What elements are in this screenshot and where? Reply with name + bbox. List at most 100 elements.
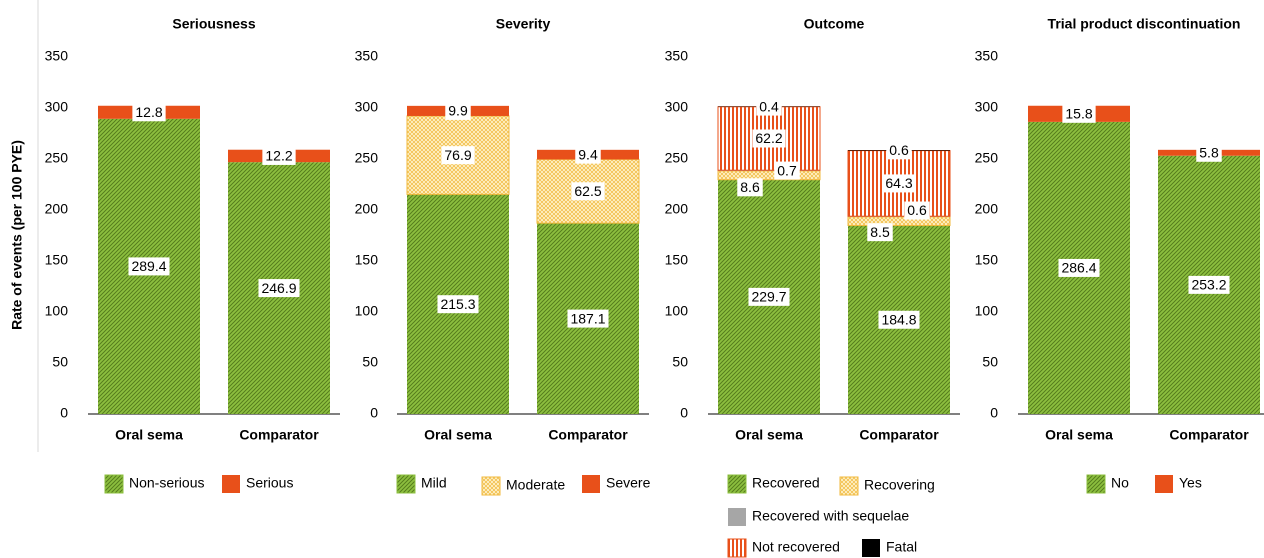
legend-label: No <box>1111 475 1129 491</box>
value-label-box <box>575 145 601 164</box>
legend-label: Recovered <box>752 475 820 491</box>
value-label: 0.6 <box>904 201 930 220</box>
legend-label: Serious <box>246 475 293 491</box>
y-tick-label: 300 <box>665 99 689 115</box>
value-label: 246.9 <box>258 279 300 298</box>
value-label-box <box>752 129 786 148</box>
legend-swatch <box>1086 474 1106 494</box>
legend-swatch <box>1155 475 1173 493</box>
value-label-text: 253.2 <box>1191 277 1226 293</box>
y-tick-label: 150 <box>975 252 999 268</box>
y-tick-label: 300 <box>45 99 69 115</box>
value-label-text: 15.8 <box>1065 106 1092 122</box>
x-tick-label: Oral sema <box>1045 427 1113 443</box>
y-tick-label: 0 <box>680 405 688 421</box>
value-label: 0.4 <box>756 97 782 116</box>
value-label-text: 184.8 <box>881 311 916 327</box>
y-tick-label: 250 <box>665 150 689 166</box>
y-tick-label: 0 <box>60 405 68 421</box>
y-tick-label: 100 <box>975 303 999 319</box>
value-label-text: 0.7 <box>777 162 797 178</box>
value-label-box <box>737 178 763 197</box>
y-tick-label: 150 <box>665 252 689 268</box>
value-label-text: 9.9 <box>448 103 468 119</box>
value-label-box <box>1058 258 1100 277</box>
value-label: 12.2 <box>262 146 296 165</box>
value-label: 229.7 <box>748 287 790 306</box>
value-label: 8.5 <box>867 223 893 242</box>
x-tick-label: Comparator <box>239 427 319 443</box>
y-tick-label: 200 <box>975 201 999 217</box>
value-label: 9.4 <box>575 145 601 164</box>
legend-swatch <box>728 508 746 526</box>
value-label-box <box>441 146 475 165</box>
value-label-box <box>774 161 800 180</box>
value-label-text: 12.2 <box>265 148 292 164</box>
value-label-box <box>132 103 166 122</box>
value-label-box <box>867 223 893 242</box>
y-tick-label: 50 <box>672 354 688 370</box>
y-tick-label: 100 <box>665 303 689 319</box>
value-label: 5.8 <box>1196 143 1222 162</box>
value-label: 184.8 <box>878 310 920 329</box>
value-label-box <box>882 174 916 193</box>
value-label-text: 8.6 <box>740 179 760 195</box>
y-tick-label: 250 <box>355 150 379 166</box>
value-label: 0.6 <box>886 141 912 160</box>
legend-label: Non-serious <box>129 475 204 491</box>
value-label-box <box>128 257 170 276</box>
value-label: 64.3 <box>882 174 916 193</box>
y-tick-label: 0 <box>370 405 378 421</box>
y-tick-label: 300 <box>975 99 999 115</box>
y-tick-label: 200 <box>45 201 69 217</box>
value-label-box <box>886 141 912 160</box>
value-label: 8.6 <box>737 178 763 197</box>
y-tick-label: 350 <box>355 48 379 64</box>
legend-label: Yes <box>1179 475 1202 491</box>
value-label-text: 246.9 <box>261 280 296 296</box>
legend-swatch <box>222 475 240 493</box>
value-label-text: 187.1 <box>570 310 605 326</box>
value-label-text: 0.4 <box>759 98 779 114</box>
value-label: 286.4 <box>1058 258 1100 277</box>
panel-title: Seriousness <box>172 16 255 32</box>
y-tick-label: 200 <box>665 201 689 217</box>
legend-swatch <box>727 474 747 494</box>
value-label-box <box>1062 104 1096 123</box>
legend-label: Severe <box>606 475 651 491</box>
value-label-text: 9.4 <box>578 146 598 162</box>
value-label: 215.3 <box>437 295 479 314</box>
x-tick-label: Oral sema <box>115 427 183 443</box>
y-tick-label: 250 <box>45 150 69 166</box>
value-label-text: 62.2 <box>755 130 782 146</box>
y-tick-label: 200 <box>355 201 379 217</box>
value-label: 76.9 <box>441 146 475 165</box>
y-tick-label: 350 <box>975 48 999 64</box>
value-label-text: 5.8 <box>1199 144 1219 160</box>
y-tick-label: 150 <box>45 252 69 268</box>
value-label-box <box>445 101 471 120</box>
y-tick-label: 100 <box>45 303 69 319</box>
legend-swatch <box>727 538 747 558</box>
legend-label: Recovering <box>864 477 935 493</box>
y-tick-label: 300 <box>355 99 379 115</box>
value-label-box <box>904 201 930 220</box>
panel-title: Trial product discontinuation <box>1048 16 1241 32</box>
value-label-box <box>878 310 920 329</box>
y-tick-label: 350 <box>45 48 69 64</box>
value-label-text: 289.4 <box>131 258 166 274</box>
value-label: 62.2 <box>752 129 786 148</box>
legend-swatch <box>582 475 600 493</box>
value-label-box <box>1196 143 1222 162</box>
value-label: 9.9 <box>445 101 471 120</box>
legend-swatch <box>862 539 880 557</box>
value-label-box <box>262 146 296 165</box>
value-label-text: 286.4 <box>1061 260 1096 276</box>
value-label-text: 8.5 <box>870 224 890 240</box>
value-label-box <box>567 309 609 328</box>
panel-title: Outcome <box>804 16 865 32</box>
value-label-text: 0.6 <box>907 202 927 218</box>
value-label-text: 76.9 <box>444 147 471 163</box>
x-tick-label: Comparator <box>548 427 628 443</box>
